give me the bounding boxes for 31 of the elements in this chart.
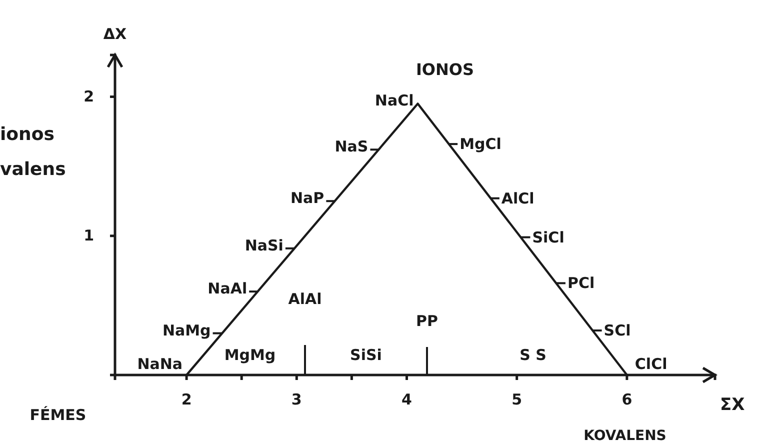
annotation: PP (416, 312, 438, 330)
annotation: AlCl (501, 189, 534, 208)
x-tick-label: 5 (512, 390, 522, 409)
annotation: MgCl (460, 135, 502, 154)
annotation: NaNa (137, 355, 183, 373)
y-tick-label: 1 (84, 226, 94, 245)
annotation: AlAl (288, 290, 322, 308)
text: ionos (0, 124, 54, 145)
annotation: SiCl (532, 228, 564, 246)
y-axis-title: ΔX (103, 25, 128, 43)
annotation: NaAl (208, 280, 248, 298)
text: FÉMES (30, 406, 86, 424)
annotation: NaS (334, 138, 368, 156)
annotation: S S (520, 346, 546, 364)
x-axis-title: ΣX (720, 395, 745, 415)
x-tick-label: 6 (622, 390, 632, 409)
annotation: NaSi (244, 236, 284, 254)
annotation: SiSi (350, 346, 382, 364)
annotation: NaMg (162, 321, 211, 340)
x-tick-label: 3 (291, 390, 302, 409)
x-tick-label: 4 (402, 390, 412, 409)
annotation: IONOS (416, 60, 474, 79)
text: KOVALENS (584, 428, 666, 444)
annotation: PCl (567, 274, 595, 292)
annotation: MgMg (224, 346, 276, 364)
text: valens (0, 159, 66, 180)
annotation: ClCl (634, 355, 668, 373)
annotation: NaP (290, 189, 324, 208)
annotation: SCl (604, 321, 631, 340)
annotation: NaCl (374, 92, 414, 110)
x-tick-label: 2 (181, 390, 192, 409)
